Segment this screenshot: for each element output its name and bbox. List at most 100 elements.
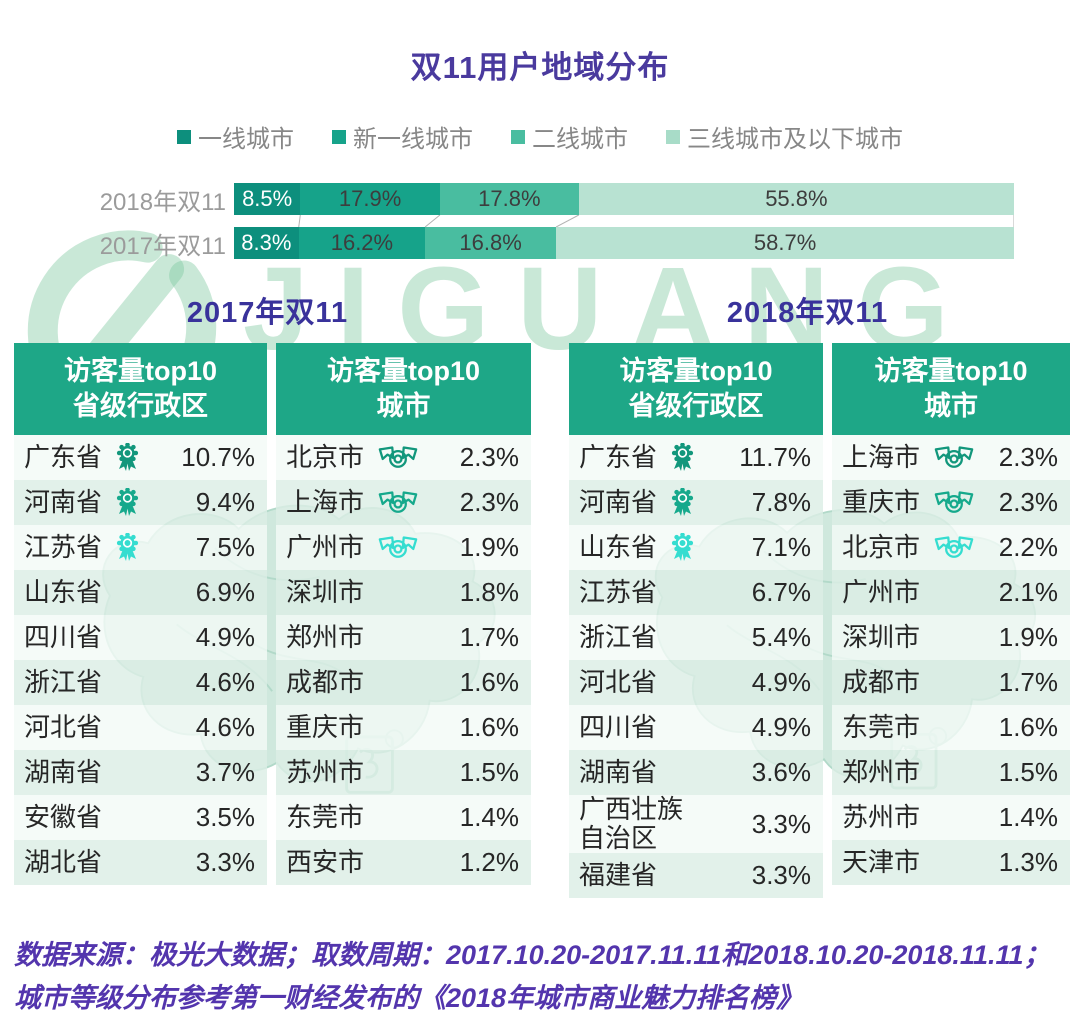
- legend-item: 二线城市: [511, 119, 628, 154]
- table-row: 河南省 9.4%: [14, 480, 267, 525]
- table-header: 访客量top10 省级行政区: [14, 343, 267, 435]
- bar-segment: 8.3%: [234, 227, 299, 259]
- row-value: 1.9%: [998, 622, 1058, 652]
- rosette-medal-icon: [671, 442, 694, 471]
- row-name: 广东省: [579, 441, 658, 472]
- table-2018-provinces: 访客量top10 省级行政区 广东省 11.7% 河南省 7.8% 山东省 7.1%…: [569, 343, 823, 899]
- table-row: 安徽省 3.5%: [14, 795, 267, 840]
- table-row: 北京市 2.2%: [832, 525, 1070, 570]
- row-name: 安徽省: [24, 801, 103, 832]
- table-header-line2: 城市: [376, 391, 431, 421]
- table-row: 上海市 2.3%: [276, 480, 531, 525]
- row-name: 重庆市: [842, 486, 921, 517]
- row-name: 广州市: [286, 531, 365, 562]
- table-row: 福建省 3.3%: [569, 853, 823, 899]
- row-value: 7.5%: [195, 532, 255, 562]
- row-value: 4.6%: [195, 667, 255, 697]
- table-row: 浙江省 5.4%: [569, 615, 823, 660]
- table-row: 广东省 10.7%: [14, 435, 267, 480]
- table-row: 浙江省 4.6%: [14, 660, 267, 705]
- row-name: 江苏省: [24, 531, 103, 562]
- legend-item: 新一线城市: [332, 119, 473, 154]
- row-value: 1.6%: [998, 712, 1058, 742]
- bar-track: 8.3% 16.2% 16.8% 58.7%: [234, 227, 1014, 259]
- table-2018-cities: 访客量top10 城市 上海市 2.3% 重庆市 2.3% 北京市 2.2% 广州市 2…: [832, 343, 1070, 898]
- table-row: 深圳市 1.8%: [276, 570, 531, 615]
- row-name: 成都市: [842, 666, 921, 697]
- row-name: 河北省: [24, 711, 103, 742]
- row-name: 山东省: [24, 576, 103, 607]
- row-name: 湖南省: [579, 756, 658, 787]
- row-name: 广东省: [24, 441, 103, 472]
- row-value: 4.9%: [195, 622, 255, 652]
- table-row: 江苏省 6.7%: [569, 570, 823, 615]
- table-header: 访客量top10 城市: [276, 343, 531, 435]
- row-value: 1.4%: [998, 802, 1058, 832]
- row-name: 广州市: [842, 576, 921, 607]
- row-value: 2.3%: [998, 487, 1058, 517]
- row-name: 江苏省: [579, 576, 658, 607]
- chart-legend: 一线城市 新一线城市 二线城市 三线城市及以下城市: [0, 119, 1080, 154]
- table-row: 深圳市 1.9%: [832, 615, 1070, 660]
- table-row: 郑州市 1.5%: [832, 750, 1070, 795]
- row-value: 5.4%: [751, 622, 811, 652]
- row-name: 湖南省: [24, 756, 103, 787]
- row-value: 2.3%: [459, 487, 519, 517]
- section-title-2018: 2018年双11: [726, 297, 889, 329]
- stacked-bar-chart: 2018年双11 8.5% 17.9% 17.8% 55.8% 2017年双11 8.3%…: [14, 183, 1014, 260]
- table-header-line1: 访客量top10: [619, 355, 773, 386]
- row-value: 1.5%: [998, 757, 1058, 787]
- bar-row-2018: 2018年双11 8.5% 17.9% 17.8% 55.8%: [14, 183, 1014, 216]
- row-name: 郑州市: [842, 756, 921, 787]
- row-value: 1.8%: [459, 577, 519, 607]
- row-name: 四川省: [24, 621, 103, 652]
- row-value: 4.9%: [751, 667, 811, 697]
- row-value: 4.6%: [195, 712, 255, 742]
- legend-label: 二线城市: [532, 126, 628, 153]
- bar-segment: 55.8%: [578, 183, 1014, 215]
- section-titles: 2017年双11 2018年双11: [0, 289, 1080, 331]
- ranking-tables: 访客量top10 省级行政区 广东省 10.7% 河南省 9.4% 江苏省 7.5%…: [14, 343, 1070, 899]
- legend-swatch: [177, 129, 191, 144]
- table-row: 重庆市 1.6%: [276, 705, 531, 750]
- legend-label: 三线城市及以下城市: [687, 126, 903, 153]
- row-name: 四川省: [579, 711, 658, 742]
- bar-row-2017: 2017年双11 8.3% 16.2% 16.8% 58.7%: [14, 227, 1014, 260]
- table-row: 湖南省 3.6%: [569, 750, 823, 795]
- row-value: 6.9%: [195, 577, 255, 607]
- row-value: 1.4%: [459, 802, 519, 832]
- table-row: 郑州市 1.7%: [276, 615, 531, 660]
- legend-label: 一线城市: [198, 126, 294, 153]
- row-value: 1.7%: [998, 667, 1058, 697]
- row-value: 1.7%: [459, 622, 519, 652]
- row-value: 1.6%: [459, 712, 519, 742]
- row-value: 2.3%: [459, 442, 519, 472]
- ribbon-medal-icon: [934, 535, 974, 558]
- table-2017-cities: 访客量top10 城市 北京市 2.3% 上海市 2.3% 广州市 1.9% 深圳市 1…: [276, 343, 531, 898]
- row-name: 北京市: [842, 531, 921, 562]
- table-header-line2: 省级行政区: [73, 391, 208, 421]
- rosette-medal-icon: [116, 487, 139, 516]
- bar-segment: 8.5%: [234, 183, 301, 215]
- table-row: 江苏省 7.5%: [14, 525, 267, 570]
- rosette-medal-icon: [671, 487, 694, 516]
- ribbon-medal-icon: [934, 490, 974, 513]
- row-name: 天津市: [842, 846, 921, 877]
- row-name: 郑州市: [286, 621, 365, 652]
- table-rows: 广东省 10.7% 河南省 9.4% 江苏省 7.5% 山东省 6.9% 四川省 4.9% 浙…: [14, 435, 267, 885]
- table-row: 成都市 1.6%: [276, 660, 531, 705]
- table-row: 湖南省 3.7%: [14, 750, 267, 795]
- row-value: 2.1%: [998, 577, 1058, 607]
- table-row: 东莞市 1.6%: [832, 705, 1070, 750]
- group-2017: 访客量top10 省级行政区 广东省 10.7% 河南省 9.4% 江苏省 7.5%…: [14, 343, 531, 898]
- row-value: 11.7%: [739, 442, 811, 472]
- bar-track: 8.5% 17.9% 17.8% 55.8%: [234, 183, 1014, 215]
- row-name: 广西壮族 自治区: [579, 794, 684, 854]
- row-value: 3.3%: [751, 860, 811, 891]
- bar-label: 2017年双11: [99, 232, 226, 260]
- table-row: 天津市 1.3%: [832, 840, 1070, 885]
- row-name: 湖北省: [24, 846, 103, 877]
- row-name: 苏州市: [842, 801, 921, 832]
- row-name: 浙江省: [579, 621, 658, 652]
- bar-label: 2018年双11: [99, 188, 226, 216]
